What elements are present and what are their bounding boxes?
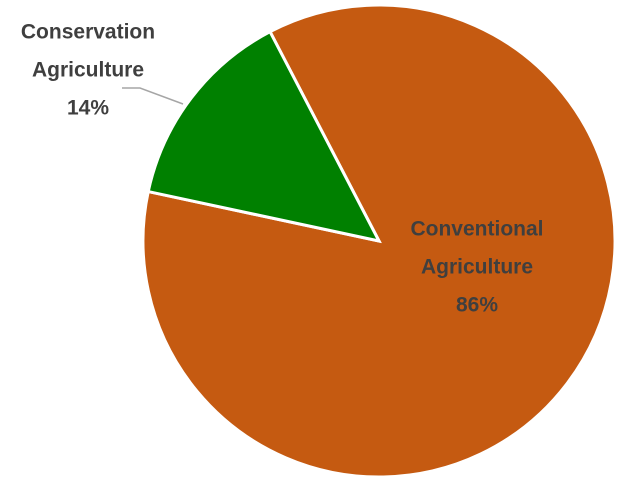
data-label-conservation-agriculture-name-line-2: Agriculture xyxy=(32,59,144,82)
slice-conservation-agriculture xyxy=(146,29,382,244)
leader-line-conservation-agriculture xyxy=(122,87,184,105)
data-label-conventional-agriculture-name-line-2: Agriculture xyxy=(421,256,533,279)
data-label-conventional-agriculture-name-line-1: Conventional xyxy=(410,218,543,241)
data-label-conservation-agriculture-value: 14% xyxy=(67,97,109,120)
data-label-conventional-agriculture-value: 86% xyxy=(456,294,498,317)
data-label-conservation-agriculture-name-line-1: Conservation xyxy=(21,21,155,44)
